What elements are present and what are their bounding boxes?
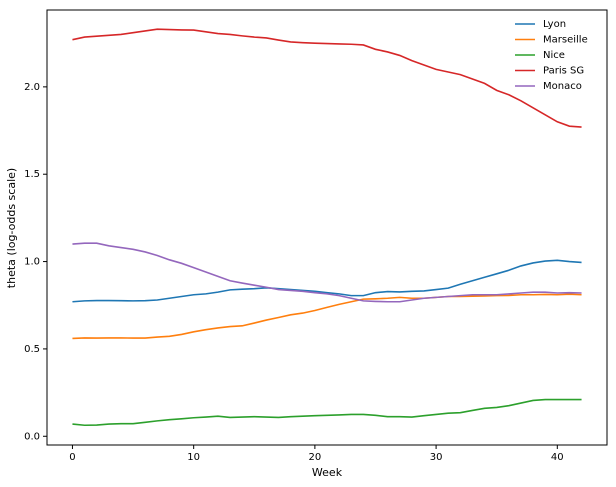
legend-label: Marseille	[543, 35, 588, 46]
y-axis-title: theta (log-odds scale)	[5, 168, 18, 288]
legend-label: Monaco	[543, 81, 582, 92]
series-line	[72, 293, 582, 340]
y-tick-label: 1.5	[24, 169, 40, 180]
legend-label: Lyon	[543, 19, 566, 30]
series-line	[72, 398, 582, 427]
x-tick-label: 0	[69, 452, 75, 463]
plot-frame	[46, 9, 608, 446]
y-tick-label: 0.5	[24, 344, 40, 355]
legend-label: Nice	[543, 50, 565, 61]
y-tick-label: 1.0	[24, 257, 40, 268]
x-tick-label: 40	[551, 452, 564, 463]
legend-label: Paris SG	[543, 66, 584, 77]
x-tick-label: 30	[430, 452, 443, 463]
series-line	[72, 28, 582, 128]
x-tick-label: 10	[187, 452, 200, 463]
series-line	[72, 242, 582, 303]
x-tick-label: 20	[309, 452, 322, 463]
y-tick-label: 0.0	[24, 431, 40, 442]
series-line	[72, 259, 582, 303]
y-tick-label: 2.0	[24, 82, 40, 93]
x-axis-title: Week	[312, 466, 343, 479]
